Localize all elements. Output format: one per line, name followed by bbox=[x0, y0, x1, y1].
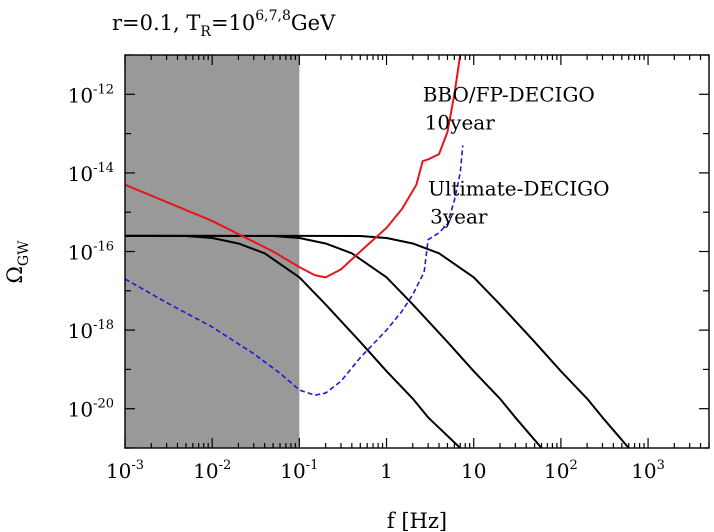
series-line-5 bbox=[125, 145, 464, 397]
shaded-region bbox=[125, 55, 300, 448]
y-tick-label: 10-20 bbox=[68, 397, 114, 422]
x-tick-label: 10-3 bbox=[106, 458, 144, 483]
x-tick-label: 102 bbox=[544, 458, 578, 483]
series-layer bbox=[125, 55, 630, 448]
chart-title: r=0.1, TR=106,7,8GeV bbox=[112, 8, 336, 40]
tick-layer: 10-3 10-2 10-1 1 10 102 103 10-12 10-14 10-16 10-1… bbox=[68, 54, 710, 483]
y-axis-label: ΩGW bbox=[3, 240, 32, 284]
series-line-3 bbox=[125, 234, 630, 448]
annotation-1-line2: 10year bbox=[425, 110, 496, 134]
x-axis-label: f [Hz] bbox=[387, 509, 447, 532]
x-tick-label: 10 bbox=[461, 459, 486, 483]
y-tick-label: 10-16 bbox=[68, 240, 114, 265]
annotation-2-line1: Ultimate-DECIGO bbox=[428, 177, 609, 201]
annotation-layer: BBO/FP-DECIGO 10year Ultimate-DECIGO 3year bbox=[423, 82, 610, 228]
y-tick-label: 10-14 bbox=[68, 161, 114, 186]
y-tick-label: 10-18 bbox=[68, 318, 114, 343]
y-tick-label: 10-12 bbox=[68, 82, 114, 107]
annotation-1-line1: BBO/FP-DECIGO bbox=[423, 82, 595, 106]
series-line-4 bbox=[125, 55, 462, 279]
annotation-2-line2: 3year bbox=[430, 205, 488, 229]
x-tick-label: 1 bbox=[380, 459, 393, 483]
x-tick-label: 10-2 bbox=[193, 458, 231, 483]
x-tick-label: 103 bbox=[631, 458, 665, 483]
x-tick-label: 10-1 bbox=[280, 458, 318, 483]
